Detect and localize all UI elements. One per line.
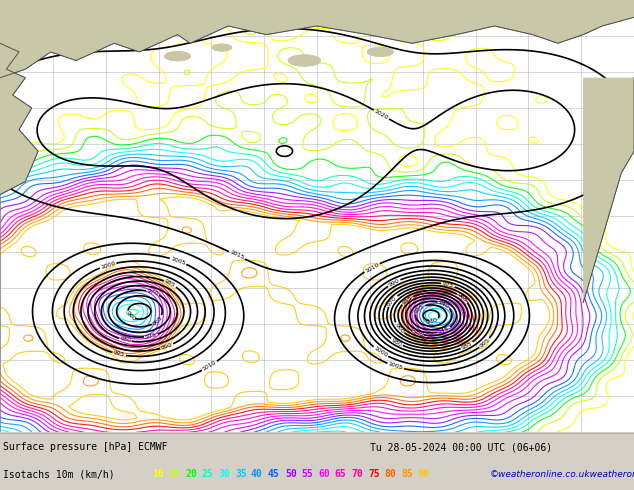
- Text: 35: 35: [235, 469, 247, 479]
- Text: 120W: 120W: [363, 439, 377, 443]
- Text: 170E: 170E: [0, 439, 6, 443]
- Text: 970: 970: [387, 295, 398, 307]
- Text: 110W: 110W: [416, 439, 429, 443]
- Text: 80: 80: [384, 469, 396, 479]
- Text: 40: 40: [251, 469, 262, 479]
- Text: 15: 15: [168, 469, 180, 479]
- Text: 1000: 1000: [100, 261, 116, 270]
- Text: 980: 980: [391, 337, 403, 347]
- Text: 70: 70: [351, 469, 363, 479]
- Text: 180: 180: [48, 439, 58, 443]
- Polygon shape: [0, 43, 38, 195]
- Ellipse shape: [288, 55, 320, 66]
- Text: 30: 30: [218, 469, 230, 479]
- Text: 1005: 1005: [387, 362, 404, 371]
- Text: 935: 935: [413, 303, 425, 315]
- Ellipse shape: [288, 55, 320, 66]
- Text: Isotachs 10m (km/h): Isotachs 10m (km/h): [3, 469, 115, 479]
- Text: 170W: 170W: [99, 439, 112, 443]
- Text: 940: 940: [437, 299, 450, 309]
- Ellipse shape: [165, 52, 190, 60]
- Polygon shape: [0, 0, 634, 78]
- Text: 960: 960: [394, 322, 405, 334]
- Text: 80W: 80W: [576, 439, 586, 443]
- Text: 45: 45: [268, 469, 280, 479]
- Text: 75: 75: [368, 469, 380, 479]
- Text: 950: 950: [412, 329, 425, 338]
- Text: Surface pressure [hPa] ECMWF: Surface pressure [hPa] ECMWF: [3, 442, 167, 452]
- Text: 995: 995: [113, 350, 126, 358]
- Text: 130W: 130W: [311, 439, 323, 443]
- Text: 140W: 140W: [257, 439, 271, 443]
- Text: 965: 965: [152, 315, 164, 326]
- Text: 945: 945: [437, 326, 451, 335]
- Text: 1015: 1015: [229, 250, 245, 261]
- Text: 985: 985: [164, 279, 176, 289]
- Text: 980: 980: [119, 337, 132, 344]
- Text: Tu 28-05-2024 00:00 UTC (06+06): Tu 28-05-2024 00:00 UTC (06+06): [370, 442, 552, 452]
- Ellipse shape: [368, 48, 393, 56]
- Text: 990: 990: [387, 278, 401, 288]
- Text: 985: 985: [460, 341, 473, 350]
- Text: 975: 975: [442, 281, 455, 289]
- Text: ©weatheronline.co.ukweatheronline.co.uk: ©weatheronline.co.ukweatheronline.co.uk: [490, 469, 634, 479]
- Text: 995: 995: [479, 337, 491, 349]
- Text: 100W: 100W: [469, 439, 482, 443]
- Ellipse shape: [212, 44, 231, 51]
- Text: 970: 970: [146, 288, 159, 297]
- Text: 25: 25: [202, 469, 214, 479]
- Text: 1005: 1005: [170, 256, 186, 266]
- Ellipse shape: [212, 44, 231, 51]
- Text: 20: 20: [185, 469, 197, 479]
- Text: 85: 85: [401, 469, 413, 479]
- Ellipse shape: [368, 48, 393, 56]
- Text: 955: 955: [401, 294, 413, 305]
- Text: 10: 10: [152, 469, 164, 479]
- Text: 60: 60: [318, 469, 330, 479]
- Text: 1010: 1010: [364, 262, 380, 273]
- Polygon shape: [583, 78, 634, 302]
- Text: 50: 50: [285, 469, 297, 479]
- Text: 1010: 1010: [202, 360, 217, 372]
- Text: 150W: 150W: [205, 439, 218, 443]
- Text: 1000: 1000: [373, 346, 389, 358]
- Text: 90: 90: [417, 469, 429, 479]
- Text: 990: 990: [160, 342, 173, 351]
- Text: 160W: 160W: [152, 439, 165, 443]
- Polygon shape: [0, 0, 634, 78]
- Text: 70W: 70W: [629, 439, 634, 443]
- Polygon shape: [0, 43, 38, 195]
- Text: 55: 55: [301, 469, 313, 479]
- Text: 90W: 90W: [524, 439, 533, 443]
- Text: 960: 960: [125, 310, 136, 322]
- Ellipse shape: [165, 52, 190, 60]
- Polygon shape: [583, 78, 634, 302]
- Text: 1020: 1020: [373, 108, 389, 121]
- Text: 975: 975: [145, 332, 157, 340]
- Text: 965: 965: [456, 292, 469, 304]
- Text: 65: 65: [334, 469, 346, 479]
- Text: 930: 930: [426, 317, 439, 325]
